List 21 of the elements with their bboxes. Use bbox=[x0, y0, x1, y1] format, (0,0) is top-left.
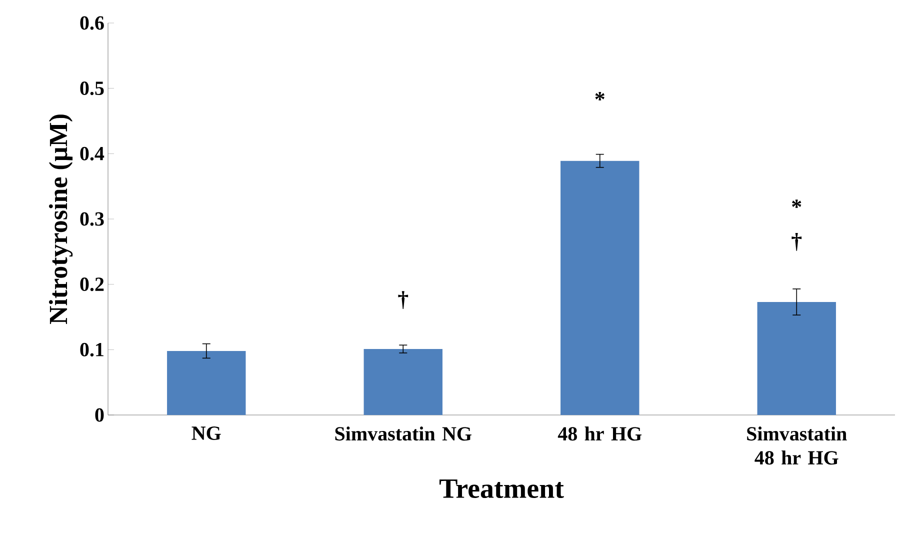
x-tick-label: Simvastatin NG bbox=[335, 426, 472, 441]
y-tick-label: 0.5 bbox=[80, 82, 104, 96]
bar bbox=[560, 160, 640, 415]
x-tick-label: 48 hr HG bbox=[558, 426, 642, 441]
y-tick-label: 0.6 bbox=[80, 16, 104, 30]
annotation: † bbox=[398, 291, 408, 309]
y-axis-title: Nitrotyrosine (µM) bbox=[48, 114, 73, 324]
y-tick-label: 0.1 bbox=[80, 342, 104, 356]
annotation: * bbox=[595, 92, 604, 100]
bar bbox=[757, 302, 836, 415]
bar bbox=[167, 350, 246, 415]
y-tick-label: 0.2 bbox=[80, 278, 104, 292]
y-tick-label: 0.3 bbox=[80, 212, 104, 226]
y-tick-label: 0 bbox=[95, 408, 104, 422]
x-tick-label: Simvastatin 48 hr HG bbox=[747, 426, 847, 465]
annotation: * bbox=[792, 200, 802, 208]
bar bbox=[364, 349, 442, 415]
y-tick-label: 0.4 bbox=[80, 146, 104, 160]
x-tick-label: NG bbox=[192, 426, 221, 440]
annotation: † bbox=[792, 232, 802, 251]
x-axis-title: Treatment bbox=[439, 479, 564, 498]
